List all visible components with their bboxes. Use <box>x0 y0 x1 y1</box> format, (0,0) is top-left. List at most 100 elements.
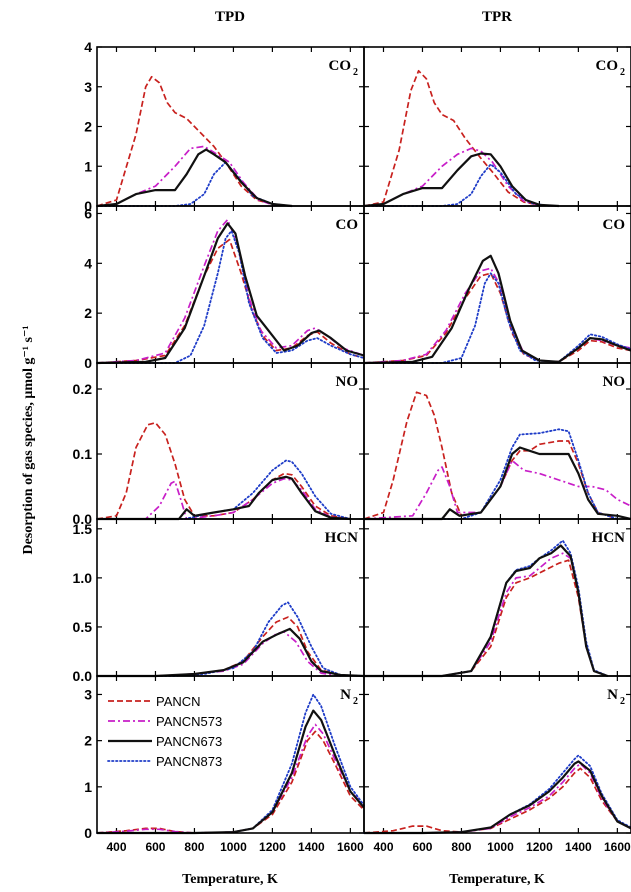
x-tick-label: 1000 <box>487 840 514 854</box>
legend-label-pancn873: PANCN873 <box>156 754 222 769</box>
panel-frame <box>363 362 631 520</box>
series-line-pancn673 <box>363 254 631 365</box>
y-tick-label: 0.0 <box>73 511 93 527</box>
series-line-pancn673 <box>96 148 293 208</box>
x-tick-label: 1600 <box>604 840 631 854</box>
series-line-pancn573 <box>96 145 292 207</box>
panel-frame <box>96 205 365 364</box>
species-subscript: 2 <box>353 67 358 78</box>
legend-label-pancn573: PANCN573 <box>156 714 222 729</box>
panel-frame <box>363 205 631 364</box>
y-tick-label: 1.0 <box>73 570 93 586</box>
series-line-pancn673 <box>364 760 631 835</box>
y-tick-label: 3 <box>84 686 92 702</box>
species-label: NO <box>603 374 626 390</box>
panel-tpd-hcn: 0.0 0.5 1.0 1.5 HCN <box>73 518 365 684</box>
series-line-pancn <box>364 559 608 677</box>
column-title-tpd: TPD <box>215 9 245 25</box>
y-tick-label: 6 <box>84 205 92 221</box>
y-tick-label: 2 <box>84 305 92 321</box>
series-line-pancn673 <box>97 709 365 835</box>
y-tick-label: 0.2 <box>73 381 93 397</box>
x-tick-label: 600 <box>145 840 165 854</box>
y-tick-label: 0.5 <box>73 619 93 635</box>
species-label: N <box>607 687 618 703</box>
panel-tpd-no: 0.0 0.1 0.2 NO <box>73 362 365 527</box>
series-line-pancn <box>363 767 631 834</box>
series-line-pancn573 <box>363 147 559 207</box>
x-tick-label: 400 <box>106 840 126 854</box>
species-label: CO <box>603 217 626 233</box>
series-line-pancn <box>96 421 351 520</box>
legend: PANCN PANCN573 PANCN673 PANCN873 <box>107 694 222 769</box>
x-axis-label-tpr: Temperature, K <box>449 872 545 887</box>
y-tick-label: 1.5 <box>73 521 93 537</box>
series-line-pancn873 <box>96 230 365 364</box>
species-subscript: 2 <box>353 696 358 707</box>
series-line-pancn <box>363 272 631 364</box>
y-tick-label: 0.1 <box>73 446 93 462</box>
series-line-pancn873 <box>363 754 631 834</box>
x-tick-label: 1000 <box>220 840 247 854</box>
series-line-pancn <box>96 75 292 207</box>
x-tick-label: 1400 <box>565 840 592 854</box>
series-line-pancn <box>96 730 365 834</box>
panel-frame <box>96 362 365 520</box>
y-tick-label: 1 <box>84 158 92 174</box>
series-line-pancn873 <box>96 601 365 677</box>
series-line-pancn673 <box>364 544 608 678</box>
series-line-pancn673 <box>97 475 351 521</box>
x-tick-label: 800 <box>184 840 204 854</box>
species-label: CO <box>329 58 352 74</box>
x-tick-label: 1200 <box>259 840 286 854</box>
species-label: HCN <box>325 530 359 546</box>
series-line-pancn573 <box>97 630 341 677</box>
y-axis-label: Desorption of gas species, μmol g⁻¹ s⁻¹ <box>21 325 36 554</box>
x-tick-label: 600 <box>412 840 432 854</box>
species-subscript: 2 <box>620 696 625 707</box>
series-line-pancn873 <box>96 693 365 834</box>
series-line-pancn873 <box>363 272 631 364</box>
x-tick-label: 1200 <box>526 840 553 854</box>
panel-tpr-no: NO <box>363 362 631 521</box>
y-tick-label: 0 <box>84 198 92 214</box>
series-line-pancn573 <box>97 477 351 520</box>
series-line-pancn <box>363 69 559 207</box>
panel-frame <box>96 675 365 834</box>
panel-frame <box>96 46 365 207</box>
column-title-tpr: TPR <box>482 9 512 25</box>
legend-label-pancn673: PANCN673 <box>156 734 222 749</box>
x-tick-label: 400 <box>373 840 393 854</box>
y-tick-label: 0 <box>84 355 92 371</box>
series-line-pancn873 <box>363 163 550 207</box>
species-label: HCN <box>592 530 626 546</box>
panel-frame <box>363 46 631 207</box>
x-tick-label: 1400 <box>298 840 325 854</box>
series-line-pancn673 <box>97 627 365 678</box>
series-line-pancn673 <box>364 446 631 521</box>
x-tick-label: 800 <box>451 840 471 854</box>
x-axis-label-tpd: Temperature, K <box>182 872 278 887</box>
y-tick-label: 1 <box>84 779 92 795</box>
species-label: CO <box>336 217 359 233</box>
series-line-pancn673 <box>363 152 559 208</box>
y-tick-label: 4 <box>84 255 92 271</box>
series-line-pancn573 <box>364 552 608 677</box>
species-label: N <box>340 687 351 703</box>
panel-tpd-co: 0 2 4 6 CO <box>84 205 365 371</box>
series-line-pancn573 <box>363 459 631 520</box>
series-line-pancn <box>96 238 365 364</box>
species-label: CO <box>596 58 619 74</box>
panel-tpr-n2: 400 600 800 1000 1200 1400 1600 N 2 <box>363 675 631 854</box>
y-tick-label: 3 <box>84 79 92 95</box>
y-tick-label: 0 <box>84 825 92 841</box>
legend-label-pancn: PANCN <box>156 694 201 709</box>
species-subscript: 2 <box>620 67 625 78</box>
y-tick-label: 0.0 <box>73 668 93 684</box>
y-tick-label: 2 <box>84 733 92 749</box>
species-label: NO <box>336 374 359 390</box>
series-line-pancn673 <box>96 222 365 365</box>
